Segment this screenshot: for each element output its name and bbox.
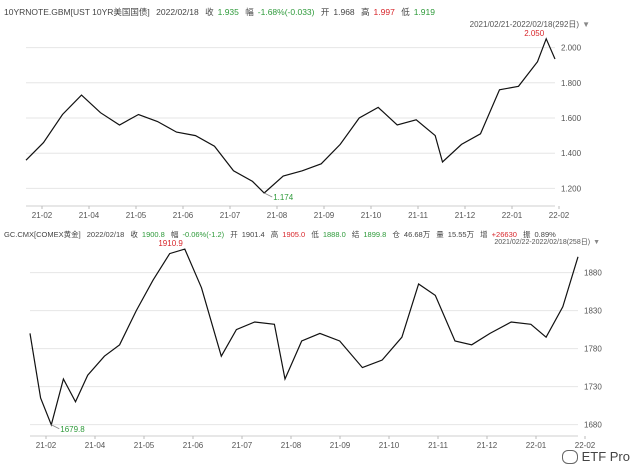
panel1-open-label: 开 [320, 7, 330, 17]
panel1-symbol: 10YRNOTE.GBM[UST 10YR美国国债] [4, 7, 150, 17]
series-line [29, 248, 579, 427]
x-tick-label: 21-09 [330, 441, 351, 450]
marker-high-label: 2.050 [524, 29, 545, 38]
x-tick-label: 21-02 [36, 441, 57, 450]
panel1-low: 1.919 [413, 7, 435, 17]
panel1-chart: 1.200 1.400 1.600 1.800 2.000 21-02 21-04 21-05… [25, 29, 582, 220]
panel2-open: 1901.4 [241, 230, 265, 239]
y-tick-label: 1.400 [561, 149, 582, 158]
panel2-open-label: 开 [230, 230, 238, 239]
panel2-vol: 15.55万 [447, 230, 475, 239]
panel2-settle: 1899.8 [363, 230, 387, 239]
series-line [25, 37, 556, 194]
y-tick-label: 1680 [584, 421, 602, 430]
x-tick-label: 21-05 [134, 441, 155, 450]
x-tick-label: 21-05 [126, 211, 147, 220]
panel2-high: 1905.0 [282, 230, 306, 239]
dropdown-triangle-icon[interactable]: ▼ [582, 20, 590, 29]
watermark: ETF Pro [561, 449, 630, 464]
panel2-oi: 46.68万 [403, 230, 431, 239]
x-tick-label: 21-07 [220, 211, 241, 220]
x-tick-label: 21-12 [455, 211, 476, 220]
x-tick-label: 22-01 [526, 441, 547, 450]
y-tick-label: 1.200 [561, 184, 582, 193]
x-tick-label: 21-08 [267, 211, 288, 220]
x-tick-label: 21-12 [477, 441, 498, 450]
panel2-low-label: 低 [311, 230, 319, 239]
panel2-change: -0.06%(-1.2) [182, 230, 225, 239]
x-tick-label: 22-02 [549, 211, 570, 220]
panel1-high-label: 高 [361, 7, 370, 17]
panel1-range-text: 2021/02/21-2022/02/18(292日) [469, 20, 580, 29]
panel2-close-label: 收 [130, 230, 138, 239]
panel2-high-label: 高 [270, 230, 279, 239]
x-tick-label: 21-09 [314, 211, 335, 220]
y-tick-label: 1780 [584, 345, 602, 354]
panel2-range-text: 2021/02/22-2022/02/18(258日) [494, 239, 591, 246]
panel2-amp: 0.89% [534, 230, 556, 239]
panel1-close: 1.935 [217, 7, 239, 17]
x-tick-label: 21-06 [173, 211, 194, 220]
panel2-header: GC.CMX[COMEX黄金] 2022/02/18 收 1900.8 幅 -0.0… [4, 229, 560, 240]
panel1-change-label: 幅 [245, 7, 254, 17]
wechat-icon [561, 449, 578, 464]
y-tick-label: 1.800 [561, 79, 582, 88]
panel1-low-label: 低 [401, 7, 410, 17]
panel1-high: 1.997 [373, 7, 395, 17]
panel2-change-label: 幅 [170, 230, 179, 239]
panel2-inc: +26630 [491, 230, 517, 239]
marker-low-pointer [264, 192, 273, 198]
marker-low-label: 1679.8 [60, 425, 85, 434]
marker-high-label: 1910.9 [158, 239, 183, 248]
panel2-symbol: GC.CMX[COMEX黄金] [4, 230, 81, 239]
x-tick-label: 21-08 [281, 441, 302, 450]
x-tick-label: 21-10 [379, 441, 400, 450]
panel2-oi-label: 仓 [392, 230, 400, 239]
panel2-amp-label: 振 [523, 230, 531, 239]
x-tick-label: 21-02 [32, 211, 53, 220]
x-tick-label: 21-10 [361, 211, 382, 220]
panel2-vol-label: 量 [436, 230, 444, 239]
panel1-range-selector[interactable]: 2021/02/21-2022/02/18(292日) ▼ [470, 19, 590, 30]
marker-low-label: 1.174 [273, 193, 294, 202]
panel2-date: 2022/02/18 [86, 230, 125, 239]
panel2-range-selector[interactable]: 2021/02/22-2022/02/18(258日) ▼ [494, 237, 600, 247]
panel1-close-label: 收 [205, 7, 214, 17]
dropdown-triangle-icon[interactable]: ▼ [593, 239, 600, 246]
panel1-change: -1.68%(-0.033) [257, 7, 315, 17]
panel1-open: 1.968 [333, 7, 355, 17]
y-tick-label: 2.000 [561, 44, 582, 53]
x-tick-label: 21-04 [79, 211, 100, 220]
y-tick-label: 1.600 [561, 114, 582, 123]
x-tick-label: 21-11 [428, 441, 448, 450]
x-tick-label: 21-04 [85, 441, 106, 450]
panel2-inc-label: 增 [480, 230, 488, 239]
y-tick-label: 1730 [584, 383, 602, 392]
y-tick-label: 1830 [584, 307, 602, 316]
x-tick-label: 21-06 [183, 441, 204, 450]
y-tick-label: 1880 [584, 269, 602, 278]
panel2-close: 1900.8 [141, 230, 165, 239]
panel1-date: 2022/02/18 [156, 7, 199, 17]
panel2-settle-label: 结 [351, 230, 360, 239]
x-tick-label: 22-01 [502, 211, 523, 220]
panel2-low: 1888.0 [322, 230, 346, 239]
watermark-text: ETF Pro [581, 449, 630, 464]
marker-low-pointer [51, 424, 60, 430]
x-tick-label: 21-11 [408, 211, 428, 220]
x-tick-label: 21-07 [232, 441, 253, 450]
